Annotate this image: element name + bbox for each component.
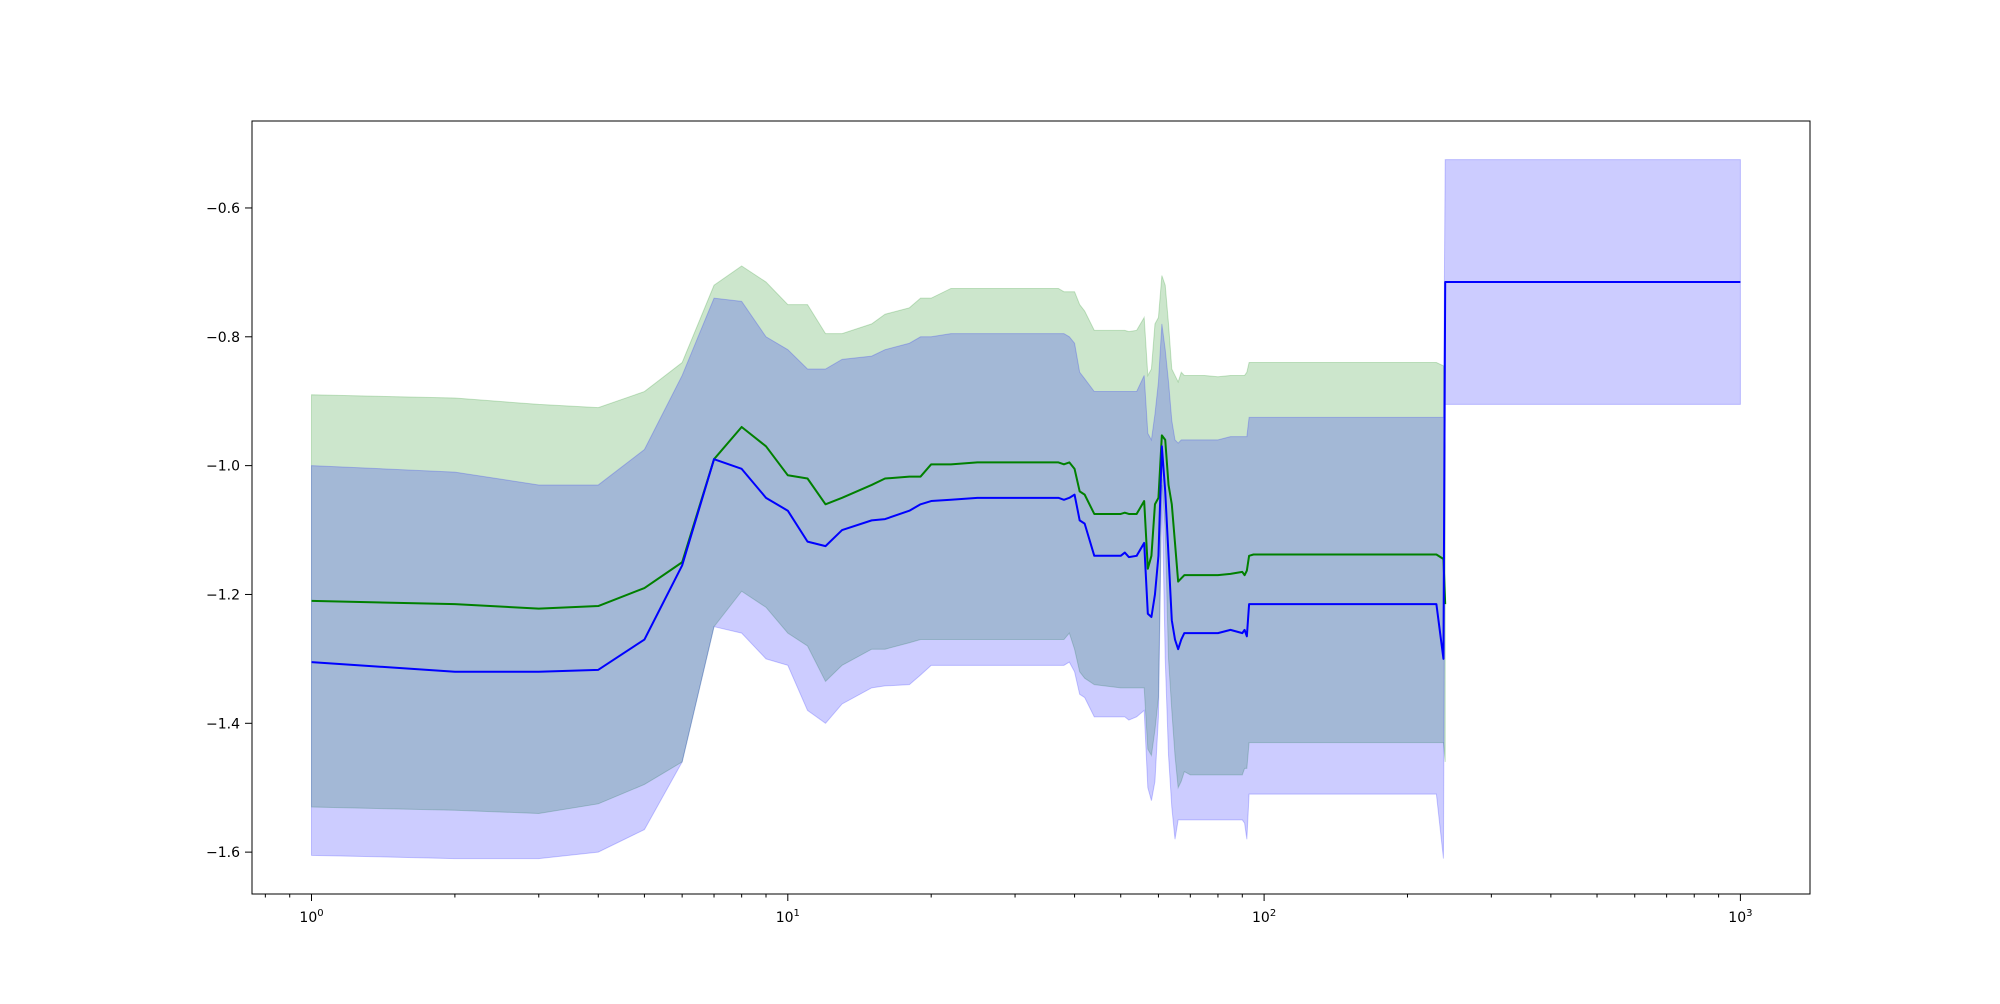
series-line-1 <box>311 425 1447 610</box>
plot-frame <box>251 120 1811 895</box>
confidence-band-2 <box>311 159 1741 860</box>
x-tick-label: 101 <box>776 908 800 926</box>
y-tick-label: −1.4 <box>206 716 240 732</box>
x-axis: 100 101 102 103 <box>264 894 1753 926</box>
series-line-2 <box>311 281 1741 673</box>
y-tick-label: −1.2 <box>206 587 240 603</box>
y-axis: −0.6 −0.8 −1.0 −1.2 −1.4 −1.6 <box>206 201 252 861</box>
series-lines <box>311 281 1741 673</box>
y-tick-label: −0.8 <box>206 330 240 346</box>
confidence-band-1 <box>311 265 1446 814</box>
y-tick-label: −1.6 <box>206 845 240 861</box>
confidence-bands <box>311 159 1741 860</box>
x-tick-label: 102 <box>1252 908 1276 926</box>
x-tick-label: 100 <box>299 908 323 926</box>
x-tick-label: 103 <box>1728 908 1752 926</box>
y-tick-label: −1.0 <box>206 459 240 475</box>
y-tick-label: −0.6 <box>206 201 240 217</box>
